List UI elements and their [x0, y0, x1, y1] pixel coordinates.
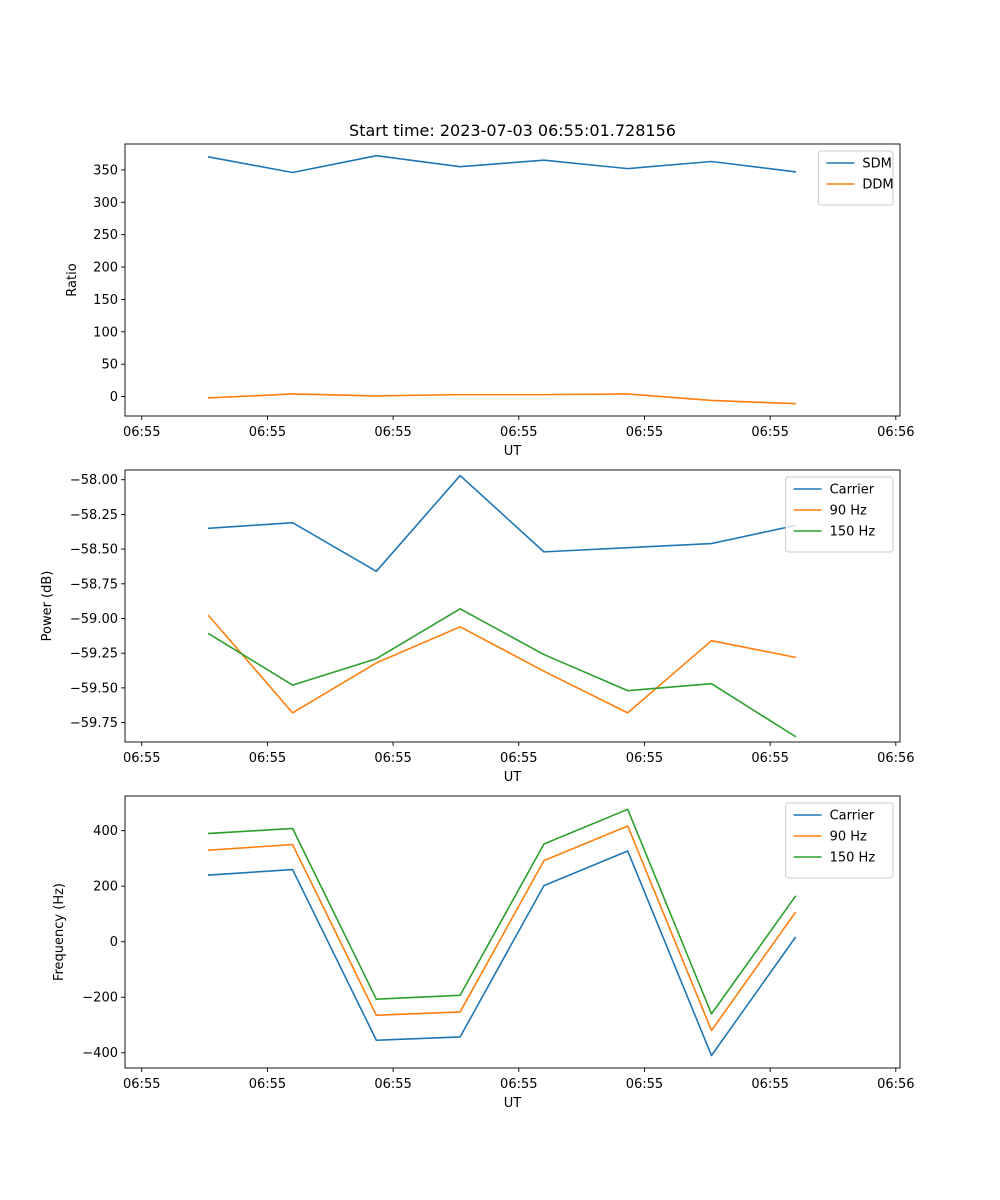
y-axis-label: Frequency (Hz) [52, 883, 67, 981]
y-tick-label: 0 [110, 935, 118, 950]
x-tick-label: 06:55 [751, 1077, 788, 1092]
x-tick-label: 06:55 [374, 425, 411, 440]
legend: Carrier 90 Hz 150 Hz [785, 476, 894, 553]
x-tick-label: 06:55 [123, 751, 160, 766]
y-tick-label: −58.75 [70, 577, 118, 592]
series-line-90-hz [207, 614, 797, 714]
legend-label: Carrier [830, 809, 875, 824]
y-tick-label: 350 [93, 163, 118, 178]
series-line-sdm [207, 154, 797, 174]
y-tick-label: 200 [93, 880, 118, 895]
x-tick-label: 06:55 [626, 751, 663, 766]
x-tick-label: 06:55 [123, 1077, 160, 1092]
x-tick-label: 06:55 [751, 751, 788, 766]
x-axis-label: UT [504, 444, 522, 459]
y-tick-label: −58.50 [70, 543, 118, 558]
x-tick-label: 06:55 [123, 425, 160, 440]
legend-box [785, 476, 894, 553]
legend: SDM DDM [817, 150, 894, 206]
y-tick-label: 200 [93, 261, 118, 276]
panel-3: 06:55 06:55 06:55 06:55 06:55 06:55 06:56 −400 −… [52, 795, 915, 1111]
x-axis-label: UT [504, 770, 522, 785]
legend-label: SDM [862, 157, 891, 172]
x-tick-label: 06:55 [374, 751, 411, 766]
x-axis-label: UT [504, 1096, 522, 1111]
x-tick-label: 06:55 [751, 425, 788, 440]
series-line-90-hz [207, 825, 797, 1032]
x-tick-label: 06:55 [500, 1077, 537, 1092]
legend-label: DDM [862, 178, 893, 193]
series-line-carrier [207, 474, 797, 573]
legend-label: Carrier [830, 483, 875, 498]
y-tick-label: −400 [82, 1046, 118, 1061]
x-tick-label: 06:55 [249, 751, 286, 766]
y-tick-label: −59.75 [70, 716, 118, 731]
series-line-carrier [207, 850, 797, 1057]
y-tick-label: −58.00 [70, 473, 118, 488]
y-tick-label: 400 [93, 824, 118, 839]
plot-frame [124, 143, 901, 417]
plot-frame [124, 469, 901, 743]
panel-2: 06:55 06:55 06:55 06:55 06:55 06:55 06:56 −58.0… [40, 469, 915, 785]
x-tick-label: 06:56 [877, 425, 914, 440]
y-axis-label: Power (dB) [40, 571, 55, 642]
y-tick-label: 150 [93, 293, 118, 308]
legend: Carrier 90 Hz 150 Hz [785, 802, 894, 879]
panel-1: 06:55 06:55 06:55 06:55 06:55 06:55 06:56 0 50 10… [65, 143, 915, 459]
y-tick-label: 50 [101, 358, 118, 373]
legend-box [785, 802, 894, 879]
series-line-ddm [207, 393, 797, 405]
y-tick-label: 100 [93, 325, 118, 340]
y-tick-label: −59.50 [70, 681, 118, 696]
y-tick-label: 300 [93, 196, 118, 211]
plot-frame [124, 795, 901, 1069]
series-line-150-hz [207, 607, 797, 738]
x-tick-label: 06:55 [500, 751, 537, 766]
y-tick-label: 0 [110, 390, 118, 405]
legend-label: 90 Hz [830, 830, 867, 845]
y-tick-label: −200 [82, 991, 118, 1006]
x-tick-label: 06:55 [249, 1077, 286, 1092]
legend-box [817, 150, 894, 206]
x-tick-label: 06:55 [374, 1077, 411, 1092]
x-tick-label: 06:55 [500, 425, 537, 440]
x-tick-label: 06:56 [877, 1077, 914, 1092]
x-tick-label: 06:56 [877, 751, 914, 766]
x-tick-label: 06:55 [626, 1077, 663, 1092]
y-tick-label: 250 [93, 228, 118, 243]
y-tick-label: −59.25 [70, 647, 118, 662]
figure-title: Start time: 2023-07-03 06:55:01.728156 [349, 121, 676, 140]
y-tick-label: −59.00 [70, 612, 118, 627]
y-axis-label: Ratio [65, 263, 80, 296]
series-line-150-hz [207, 808, 797, 1015]
panels: 06:55 06:55 06:55 06:55 06:55 06:55 06:56 0 50 10… [40, 143, 915, 1111]
y-tick-label: −58.25 [70, 508, 118, 523]
legend-label: 150 Hz [830, 525, 876, 540]
x-tick-label: 06:55 [249, 425, 286, 440]
legend-label: 150 Hz [830, 851, 876, 866]
legend-label: 90 Hz [830, 504, 867, 519]
x-tick-label: 06:55 [626, 425, 663, 440]
